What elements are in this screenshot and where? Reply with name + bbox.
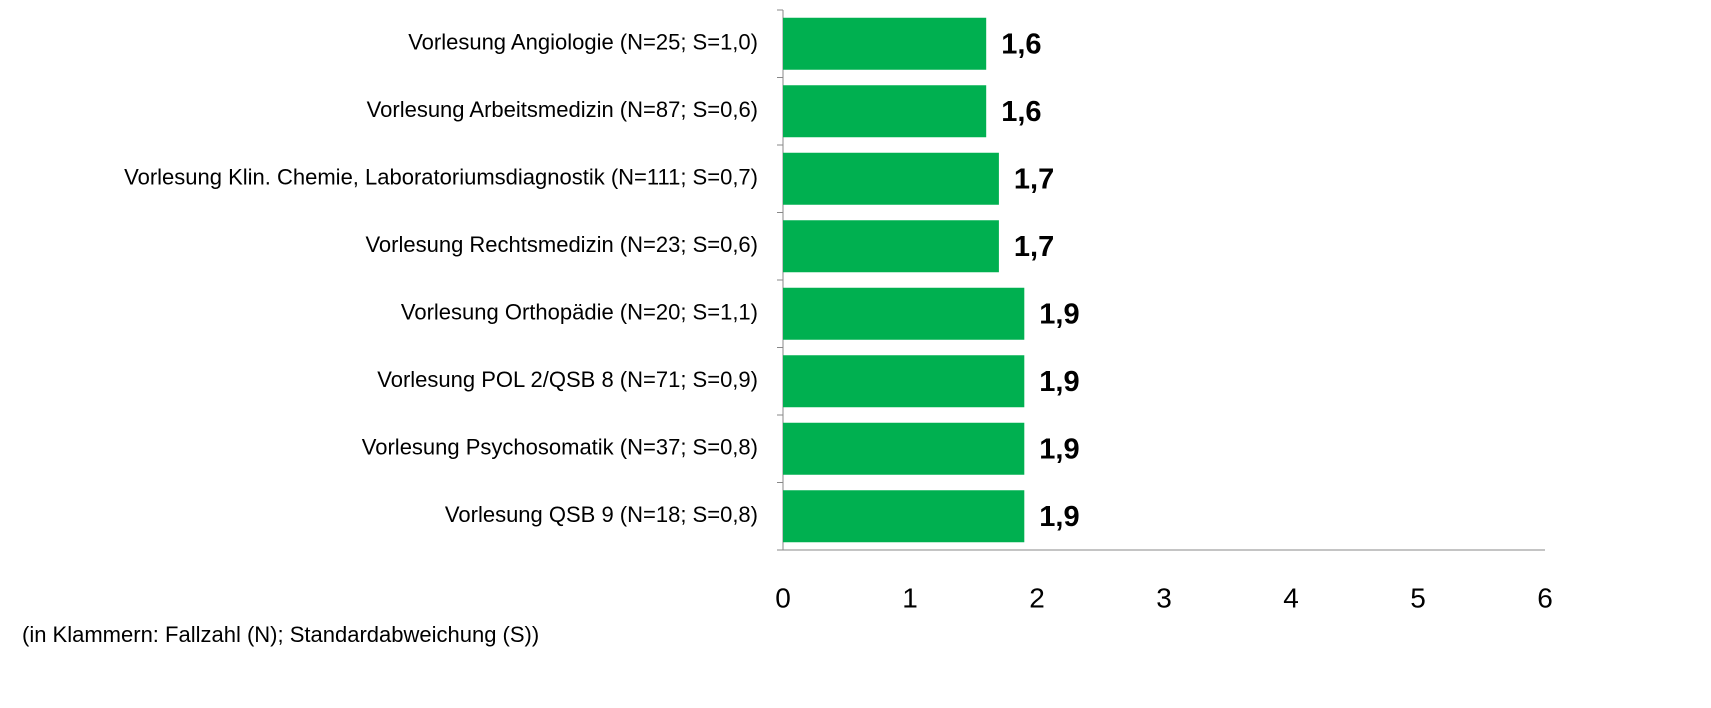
x-tick-label: 5 [1410, 582, 1426, 613]
bar [783, 422, 1025, 475]
value-label: 1,9 [1039, 366, 1079, 398]
bar [783, 355, 1025, 408]
y-tick-label: Vorlesung Orthopädie (N=20; S=1,1) [401, 300, 758, 325]
x-tick-label: 2 [1029, 582, 1045, 613]
value-label: 1,6 [1001, 28, 1041, 60]
y-tick-label: Vorlesung Klin. Chemie, Laboratoriumsdia… [124, 165, 758, 190]
x-tick-label: 0 [775, 582, 791, 613]
annotation: (in Klammern: Fallzahl (N); Standardabwe… [22, 622, 539, 647]
x-tick-label: 6 [1537, 582, 1553, 613]
y-tick-label: Vorlesung QSB 9 (N=18; S=0,8) [445, 502, 758, 527]
value-label: 1,7 [1014, 231, 1054, 263]
bar [783, 287, 1025, 340]
value-label: 1,9 [1039, 433, 1079, 465]
y-tick-label: Vorlesung Psychosomatik (N=37; S=0,8) [362, 435, 758, 460]
bar [783, 85, 987, 138]
y-tick-label: Vorlesung Arbeitsmedizin (N=87; S=0,6) [367, 97, 758, 122]
value-label: 1,9 [1039, 298, 1079, 330]
bar [783, 152, 999, 205]
value-label: 1,7 [1014, 163, 1054, 195]
value-label: 1,6 [1001, 96, 1041, 128]
bar [783, 490, 1025, 543]
y-tick-label: Vorlesung Rechtsmedizin (N=23; S=0,6) [365, 232, 758, 257]
x-tick-label: 1 [902, 582, 918, 613]
x-tick-label: 3 [1156, 582, 1172, 613]
y-tick-label: Vorlesung Angiologie (N=25; S=1,0) [408, 30, 758, 55]
y-tick-label: Vorlesung POL 2/QSB 8 (N=71; S=0,9) [377, 367, 758, 392]
x-tick-label: 4 [1283, 582, 1299, 613]
value-label: 1,9 [1039, 501, 1079, 533]
bar [783, 17, 987, 70]
bar [783, 220, 999, 273]
